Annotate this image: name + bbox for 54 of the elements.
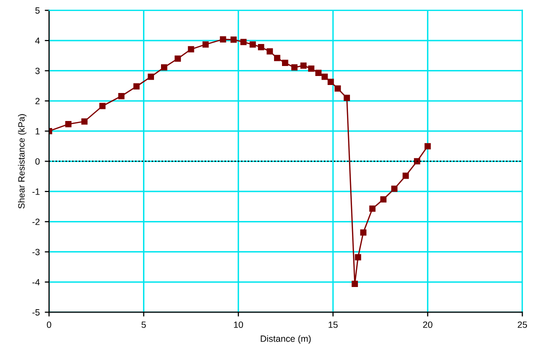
y-axis-title: Shear Resistance (kPa) bbox=[18, 114, 26, 209]
point bbox=[334, 85, 341, 92]
point bbox=[360, 229, 366, 236]
point bbox=[352, 280, 358, 287]
y-tick-label: -2 bbox=[32, 218, 40, 225]
point bbox=[391, 186, 398, 192]
point bbox=[300, 62, 307, 69]
y-tick-label: -5 bbox=[32, 309, 40, 316]
point bbox=[174, 56, 181, 62]
point bbox=[81, 118, 88, 125]
x-tick-label: 0 bbox=[46, 321, 52, 328]
x-tick-label: 10 bbox=[234, 321, 244, 328]
point bbox=[266, 48, 273, 55]
point bbox=[133, 83, 140, 90]
x-tick-label: 5 bbox=[142, 322, 146, 328]
point bbox=[380, 196, 387, 202]
point bbox=[118, 92, 124, 100]
point bbox=[414, 158, 420, 164]
y-tick-label: 1 bbox=[36, 128, 40, 134]
point bbox=[99, 102, 106, 110]
point bbox=[148, 74, 154, 80]
point bbox=[230, 36, 237, 43]
point bbox=[315, 70, 322, 76]
x-tick-label: 15 bbox=[328, 322, 338, 328]
point bbox=[250, 41, 256, 48]
point bbox=[424, 143, 431, 150]
point bbox=[328, 78, 334, 86]
point bbox=[258, 44, 264, 50]
point bbox=[161, 64, 168, 71]
y-tick-label: 2 bbox=[35, 98, 40, 104]
y-tick-label: 4 bbox=[35, 38, 40, 44]
point bbox=[354, 254, 362, 260]
point bbox=[369, 206, 376, 212]
point bbox=[65, 121, 72, 128]
point bbox=[188, 46, 194, 52]
point bbox=[220, 36, 226, 42]
point bbox=[282, 60, 288, 66]
y-tick-label: 3 bbox=[35, 68, 40, 74]
y-tick-label: -4 bbox=[32, 279, 40, 286]
y-tick-label: 0 bbox=[35, 158, 40, 165]
point bbox=[291, 64, 298, 71]
point bbox=[240, 38, 247, 46]
point bbox=[274, 54, 280, 62]
point bbox=[308, 65, 314, 72]
point bbox=[402, 172, 409, 179]
point bbox=[344, 94, 350, 102]
point bbox=[202, 41, 209, 48]
y-tick-label: 5 bbox=[35, 7, 40, 14]
x-tick-label: 25 bbox=[518, 321, 527, 328]
y-tick-label: -3 bbox=[32, 248, 40, 256]
x-tick-label: 20 bbox=[423, 321, 432, 328]
y-tick-label: -1 bbox=[32, 188, 40, 195]
point bbox=[322, 74, 328, 80]
x-axis-title: Distance (m) bbox=[260, 335, 311, 344]
